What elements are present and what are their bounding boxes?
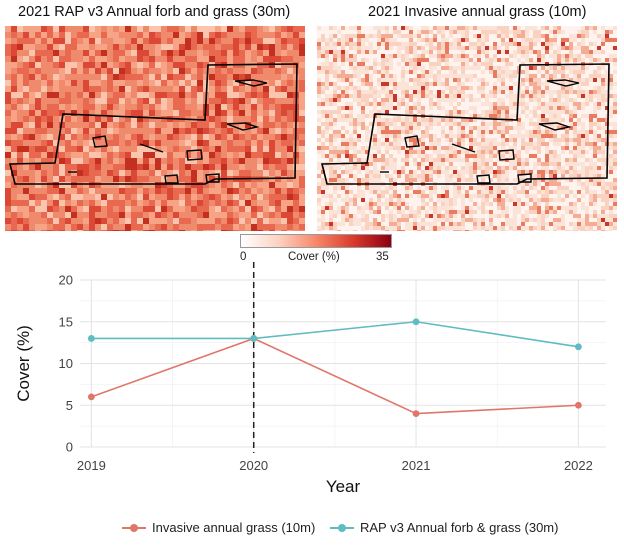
legend-label-invasive: Invasive annual grass (10m)	[152, 520, 316, 535]
data-point-1	[412, 318, 420, 326]
map-title-invasive: 2021 Invasive annual grass (10m)	[368, 4, 587, 20]
site-boundary	[320, 63, 610, 185]
x-tick-label: 2019	[77, 458, 106, 473]
x-tick-label: 2021	[402, 458, 431, 473]
parcel-outline	[205, 173, 220, 183]
y-tick-label: 10	[59, 356, 73, 371]
map-panel-invasive	[317, 26, 617, 231]
parcel-outline	[226, 122, 260, 131]
parcel-outline	[538, 122, 572, 131]
site-boundary	[8, 63, 298, 185]
colorbar-min-label: 0	[240, 251, 247, 263]
fence-line	[451, 143, 476, 153]
map-panel-rap	[5, 26, 305, 231]
parcel-outline	[517, 173, 532, 183]
colorbar-title: Cover (%)	[288, 251, 340, 263]
colorbar-max-label: 35	[376, 251, 389, 263]
map-title-rap: 2021 RAP v3 Annual forb and grass (30m)	[18, 4, 291, 20]
legend-label-rap: RAP v3 Annual forb & grass (30m)	[360, 520, 559, 535]
parcel-outline	[186, 149, 203, 161]
parcel-outline	[164, 174, 179, 184]
data-point-0	[87, 393, 95, 401]
parcel-outline	[546, 79, 580, 87]
series-line-0	[91, 337, 579, 415]
y-axis-title: Cover (%)	[14, 325, 33, 402]
y-tick-label: 20	[59, 273, 73, 288]
fence-line	[139, 143, 164, 153]
parcel-outline	[498, 149, 515, 161]
legend-item-rap: RAP v3 Annual forb & grass (30m)	[330, 520, 558, 535]
x-tick-label: 2020	[239, 458, 268, 473]
parcel-outline	[92, 135, 108, 148]
data-point-1	[575, 343, 582, 351]
colorbar	[240, 234, 392, 248]
parcel-outline	[476, 174, 491, 184]
y-tick-label: 0	[66, 440, 73, 455]
parcel-outline	[234, 79, 268, 87]
data-point-1	[87, 335, 95, 342]
legend: Invasive annual grass (10m) RAP v3 Annua…	[0, 520, 624, 540]
data-point-0	[412, 410, 420, 417]
parcel-outline	[404, 135, 420, 148]
x-tick-label: 2022	[564, 458, 593, 473]
legend-item-invasive: Invasive annual grass (10m)	[122, 520, 315, 535]
line-chart: 0 5 10 15 20 2019 2020 2021 2022 Year Cover (%)	[14, 262, 606, 496]
y-tick-label: 15	[59, 314, 73, 329]
legend-key-invasive	[122, 521, 146, 535]
data-point-1	[250, 335, 258, 342]
series-line-1	[91, 320, 579, 348]
legend-key-rap	[330, 521, 354, 535]
y-tick-label: 5	[66, 398, 73, 413]
x-axis-title: Year	[326, 477, 361, 496]
data-point-0	[575, 401, 582, 409]
